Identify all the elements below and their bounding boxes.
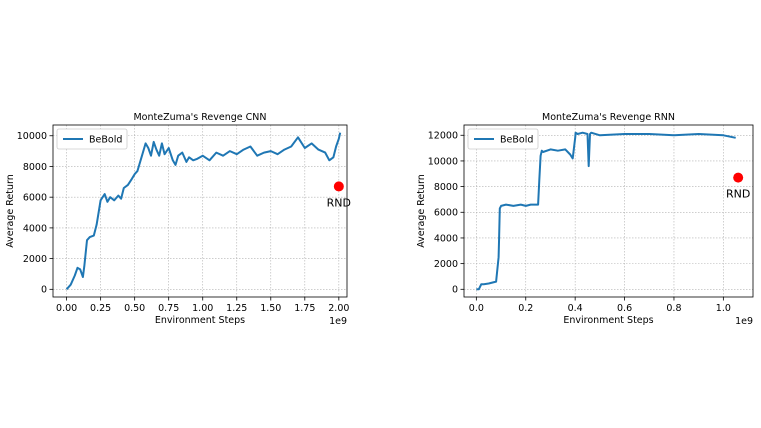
cnn-legend: BeBold bbox=[56, 128, 128, 150]
cnn-series-line-0 bbox=[65, 132, 342, 290]
cnn-axes-frame bbox=[52, 124, 348, 298]
cnn-x-tick-label: 0.50 bbox=[124, 303, 145, 314]
cnn-rnd-marker bbox=[333, 181, 344, 192]
rnn-legend-label: BeBold bbox=[500, 135, 533, 146]
rnn-x-tick-label: 0.2 bbox=[518, 303, 533, 314]
rnn-axes-frame bbox=[463, 124, 754, 298]
cnn-chart: 0.00 0.25 0.50 0.75 1.00 1.25 1.50 1.75 2.00 0 200… bbox=[5, 112, 351, 327]
rnn-legend: BeBold bbox=[467, 128, 539, 150]
cnn-y-tick-label: 10000 bbox=[17, 131, 47, 142]
rnn-legend-box bbox=[467, 128, 539, 150]
cnn-legend-box bbox=[56, 128, 128, 150]
rnn-y-tick-label: 8000 bbox=[434, 182, 458, 193]
rnn-y-tick-label: 6000 bbox=[434, 208, 458, 219]
cnn-x-tick-label: 1.25 bbox=[226, 303, 247, 314]
cnn-x-axis-label: Environment Steps bbox=[155, 315, 245, 326]
rnn-x-tick-label: 0.0 bbox=[469, 303, 484, 314]
cnn-legend-label: BeBold bbox=[89, 135, 122, 146]
cnn-y-tick-label: 6000 bbox=[23, 193, 47, 204]
rnn-y-axis-label: Average Return bbox=[416, 174, 427, 248]
rnn-x-tick-label: 0.4 bbox=[568, 303, 583, 314]
rnn-y-tick-label: 12000 bbox=[428, 131, 458, 142]
rnn-x-offset-label: 1e9 bbox=[735, 316, 753, 327]
rnn-y-tick-label: 0 bbox=[452, 285, 458, 296]
cnn-y-tick-label: 4000 bbox=[23, 223, 47, 234]
rnn-y-tick-label: 2000 bbox=[434, 259, 458, 270]
rnn-x-tick-label: 0.8 bbox=[666, 303, 681, 314]
cnn-x-tick-label: 0.00 bbox=[56, 303, 77, 314]
cnn-x-tick-label: 0.25 bbox=[90, 303, 111, 314]
rnn-rnd-marker bbox=[733, 172, 744, 183]
cnn-y-tick-label: 8000 bbox=[23, 162, 47, 173]
cnn-y-axis-label: Average Return bbox=[5, 174, 16, 248]
cnn-y-tick-label: 2000 bbox=[23, 254, 47, 265]
rnn-rnd-label: RND bbox=[726, 188, 750, 201]
cnn-x-tick-label: 0.75 bbox=[158, 303, 179, 314]
cnn-x-tick-label: 1.50 bbox=[260, 303, 281, 314]
rnn-chart: 0.0 0.2 0.4 0.6 0.8 1.0 0 2000 4000 6000 8000 10000… bbox=[416, 112, 754, 327]
rnn-chart-title: MonteZuma's Revenge RNN bbox=[542, 112, 675, 123]
rnn-series-line-0 bbox=[476, 131, 736, 291]
rnn-x-axis-label: Environment Steps bbox=[563, 315, 653, 326]
rnn-y-tick-label: 4000 bbox=[434, 233, 458, 244]
cnn-chart-title: MonteZuma's Revenge CNN bbox=[133, 112, 266, 123]
rnn-x-tick-label: 1.0 bbox=[716, 303, 731, 314]
cnn-x-tick-label: 2.00 bbox=[328, 303, 349, 314]
rnn-y-tick-label: 10000 bbox=[428, 156, 458, 167]
cnn-rnd-label: RND bbox=[327, 196, 351, 209]
rnn-x-tick-label: 0.6 bbox=[617, 303, 632, 314]
cnn-y-tick-label: 0 bbox=[41, 285, 47, 296]
cnn-x-tick-label: 1.00 bbox=[192, 303, 213, 314]
cnn-x-offset-label: 1e9 bbox=[329, 316, 347, 327]
cnn-x-tick-label: 1.75 bbox=[294, 303, 315, 314]
